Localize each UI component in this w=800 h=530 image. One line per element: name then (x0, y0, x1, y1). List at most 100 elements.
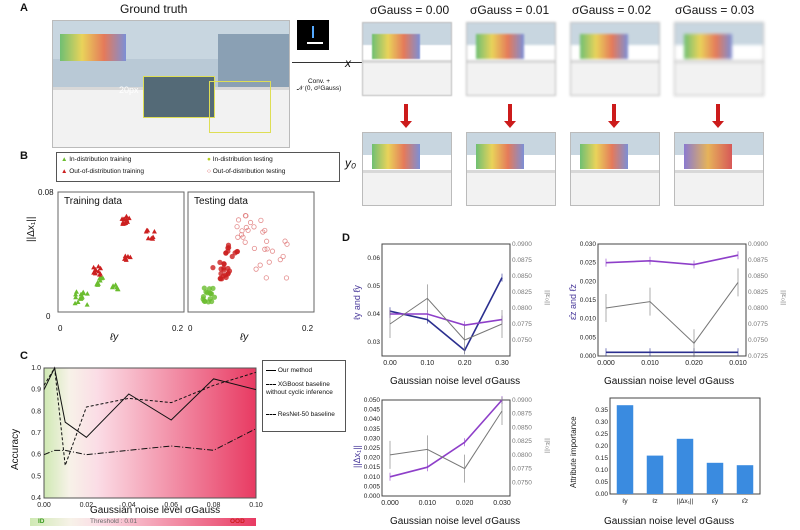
sigma-label-3: σGauss = 0.03 (675, 3, 755, 17)
test-ood-point (264, 238, 270, 244)
right-tick: 0.0775 (748, 321, 768, 328)
train-in-point (84, 302, 90, 307)
d2-xlabel: Gaussian noise level σGauss (604, 376, 735, 387)
right-tick: 0.0875 (512, 257, 532, 264)
train-ood-point (124, 217, 130, 222)
down-arrow-0 (400, 104, 412, 128)
train-ood-point (91, 270, 97, 275)
left-tick: 0.030 (580, 241, 597, 248)
train-in-point (109, 284, 115, 290)
train-in-point (113, 282, 119, 287)
test-ood-point (223, 250, 229, 256)
panel-c-legend: Our method XGBoost baseline without cycl… (262, 360, 346, 432)
test-ood-point (258, 217, 264, 223)
b-xlabel-left: ℓy (110, 332, 119, 343)
id-label: ID (38, 518, 45, 525)
d3-xlabel: Gaussian noise level σGauss (390, 516, 521, 527)
test-ood-point (221, 261, 227, 267)
train-ood-point (126, 215, 132, 221)
train-ood-point (120, 219, 126, 225)
x-tick: 0.030 (493, 500, 511, 507)
panel-c-ytick: 0.8 (31, 408, 41, 415)
train-in-point (95, 281, 101, 286)
test-ood-point (253, 266, 259, 272)
left-tick: 0.04 (367, 311, 380, 318)
kernel-image (297, 20, 329, 50)
bar-ylabel: Attribute importance (569, 416, 578, 488)
right-tick: 0.0800 (748, 305, 768, 312)
train-ood-point (119, 216, 125, 221)
test-ood-point (229, 253, 235, 260)
bar-category-label: ℓz (652, 498, 657, 505)
right-ylabel: ||ε₀|| (780, 290, 786, 305)
bar-ytick: 0.20 (595, 443, 608, 450)
panel-b-ytop: 0.08 (38, 188, 54, 197)
y0-label: y₀ (345, 156, 357, 170)
right-tick: 0.0850 (748, 273, 768, 280)
blurred-photo-2 (570, 22, 660, 96)
train-ood-point (127, 254, 133, 260)
left-tick: 0.045 (364, 407, 381, 414)
test-ood-point (210, 265, 216, 271)
panel-b-ybottom: 0 (46, 312, 51, 321)
right-tick: 0.0850 (512, 273, 532, 280)
test-ood-point (251, 245, 258, 252)
left-tick: 0.020 (364, 455, 381, 462)
panel-c-ytick: 0.4 (31, 495, 41, 502)
test-ood-point (234, 248, 241, 255)
x-tick: 0.020 (456, 500, 474, 507)
right-tick: 0.0750 (512, 337, 532, 344)
series-line (389, 410, 503, 470)
panel-c-ytick: 0.9 (31, 387, 41, 394)
right-tick: 0.0800 (512, 452, 532, 459)
train-in-point (80, 290, 86, 296)
train-ood-point (95, 268, 101, 274)
b-xtick-l0: 0 (58, 324, 63, 333)
right-tick: 0.0850 (512, 424, 532, 431)
train-ood-point (122, 253, 128, 259)
panel-c-xtick: 0.08 (207, 502, 221, 509)
blurred-photo-3 (674, 22, 764, 96)
right-tick: 0.0825 (512, 289, 532, 296)
panel-c-plot-area (43, 367, 257, 499)
right-ylabel: ||ε₀|| (544, 290, 550, 305)
left-ylabel: ε̂z and ℓ̂z (568, 284, 578, 320)
left-tick: 0.03 (367, 339, 380, 346)
test-ood-point (251, 224, 257, 230)
ground-truth-photo: 20px (52, 20, 290, 148)
left-tick: 0.035 (364, 426, 381, 433)
conv-label: Conv. + 𝒩 (0, σ²Gauss) (296, 78, 342, 92)
panel-c-xtick: 0.06 (164, 502, 178, 509)
plot-area (381, 399, 511, 497)
test-ood-point (218, 266, 224, 272)
arrow-line (292, 62, 362, 63)
bar-category-label: ε̂z (742, 498, 748, 505)
series-line (605, 254, 739, 266)
right-tick: 0.0900 (748, 241, 768, 248)
panel-c-xtick: 0.00 (37, 502, 51, 509)
left-tick: 0.025 (364, 445, 381, 452)
d4-xlabel: Gaussian noise level σGauss (604, 516, 735, 527)
train-ood-point (123, 255, 129, 261)
x-tick: 0.30 (495, 360, 509, 367)
train-ood-point (151, 228, 157, 234)
series-line (389, 277, 503, 352)
train-in-point (98, 274, 104, 280)
panel-c-xlabel: Gaussian noise level σGauss (90, 505, 221, 516)
bar-ytick: 0.00 (595, 491, 608, 498)
left-tick: 0.025 (580, 260, 597, 267)
importance-bar (676, 438, 694, 494)
b-xtick-r1: 0.2 (302, 324, 314, 333)
right-tick: 0.0750 (748, 337, 768, 344)
panel-c-ytick: 0.5 (31, 473, 41, 480)
b-xtick-l1: 0.2 (172, 324, 184, 333)
test-in-point (208, 291, 215, 297)
train-in-point (73, 289, 79, 294)
test-ood-point (225, 271, 231, 277)
scale-label: 20px (119, 85, 139, 95)
bar-ytick: 0.10 (595, 467, 608, 474)
bar-ytick: 0.30 (595, 419, 608, 426)
importance-bar (736, 465, 754, 494)
train-in-point (73, 294, 79, 300)
test-ood-point (257, 262, 263, 268)
